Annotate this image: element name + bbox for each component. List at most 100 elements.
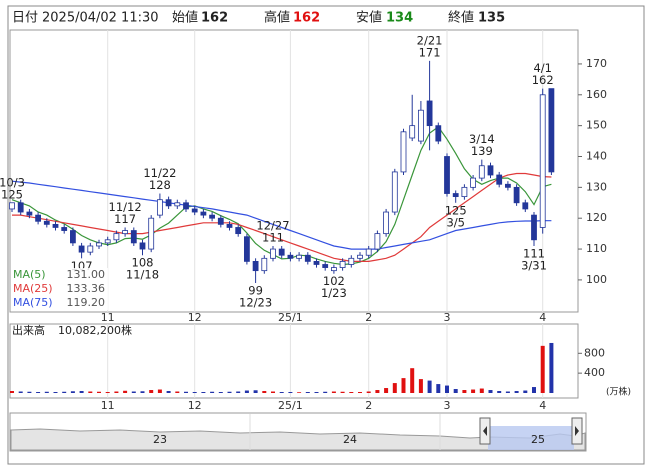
volume-bar	[88, 391, 93, 393]
candle-body	[61, 227, 68, 231]
annotation: 3/14	[469, 132, 495, 146]
y-tick-label: 130	[586, 180, 607, 193]
volume-bar	[149, 390, 154, 393]
candle-body	[513, 186, 520, 204]
candle-body	[426, 100, 433, 127]
volume-bar	[201, 392, 206, 393]
volume-bar	[340, 391, 345, 393]
handle-arrow	[575, 426, 579, 436]
volume-bar	[253, 390, 258, 393]
volume-bar	[384, 388, 389, 393]
navigator-label: 25	[531, 433, 545, 446]
candle-body	[504, 183, 511, 188]
navigator-label: 24	[343, 433, 357, 446]
volume-bar	[44, 391, 49, 393]
annotation: 162	[532, 73, 554, 87]
volume-bar	[314, 392, 319, 393]
candle-body	[70, 230, 76, 244]
candle-body	[304, 254, 311, 262]
candle-body	[531, 214, 537, 241]
annotation: 3/5	[446, 215, 465, 229]
annotation: 117	[114, 212, 136, 226]
candle-body	[322, 264, 329, 268]
y-tick-label: 140	[586, 149, 607, 162]
volume-bar	[471, 389, 476, 393]
legend-value: 119.20	[67, 296, 106, 309]
volume-bar	[192, 392, 197, 393]
volume-bar	[36, 392, 41, 393]
navigator-selection[interactable]	[488, 426, 574, 450]
annotation: 125	[445, 203, 467, 217]
volume-bar	[505, 391, 510, 393]
x-tick-label: 4	[539, 399, 546, 412]
annotation: 128	[149, 178, 171, 192]
volume-unit: (万株)	[606, 386, 631, 398]
volume-bar	[323, 391, 328, 393]
volume-bar	[366, 391, 371, 393]
ma-line	[11, 180, 552, 250]
candle-body	[435, 125, 442, 142]
x-tick-label: 25/1	[278, 399, 303, 412]
candle-body	[17, 202, 24, 213]
volume-bar	[410, 368, 415, 393]
candle-body	[78, 245, 85, 253]
candle-body	[130, 230, 137, 244]
volume-bar	[479, 388, 484, 393]
candle-body	[496, 174, 503, 185]
annotation: 12/27	[256, 218, 289, 232]
navigator-label: 23	[153, 433, 167, 446]
header-low-label: 安値	[356, 10, 382, 26]
volume-total: 10,082,200株	[58, 323, 132, 337]
volume-bar	[305, 392, 310, 393]
candle-body	[278, 248, 285, 256]
annotation: 139	[471, 144, 493, 158]
candle-body	[461, 186, 468, 198]
x-tick-label: 25/1	[278, 311, 303, 324]
volume-bar	[462, 390, 467, 393]
candle-body	[235, 227, 242, 235]
x-tick-label: 2	[365, 399, 372, 412]
volume-bar	[27, 391, 32, 393]
legend-name: MA(75)	[13, 296, 53, 309]
volume-bar	[262, 391, 267, 393]
legend-name: MA(5)	[13, 268, 46, 281]
annotation: 4/1	[533, 61, 552, 75]
volume-bar	[288, 392, 293, 393]
volume-label: 出来高	[12, 323, 45, 337]
candle-body	[209, 214, 216, 219]
volume-pane	[9, 323, 579, 399]
volume-bar	[488, 390, 493, 393]
volume-bar	[271, 391, 275, 393]
candle-body	[139, 242, 146, 250]
candle-body	[113, 233, 120, 241]
volume-bar	[453, 389, 458, 393]
candle-body	[9, 202, 15, 210]
y-tick-label: 120	[586, 211, 607, 224]
y-tick-label: 160	[586, 88, 607, 101]
ma-line	[11, 126, 552, 266]
candle-body	[200, 211, 207, 216]
candle-body	[52, 223, 59, 228]
candle-body	[330, 267, 337, 272]
volume-bar	[175, 391, 180, 393]
candle-body	[365, 248, 372, 256]
annotation: 171	[419, 45, 441, 59]
volume-bar	[218, 392, 223, 393]
candle-body	[217, 217, 224, 225]
candle-body	[452, 193, 459, 198]
x-tick-label: 3	[444, 399, 451, 412]
header-close-label: 終値	[448, 10, 474, 26]
annotation: 111	[262, 230, 284, 244]
candle-body	[470, 177, 477, 188]
volume-bar	[184, 391, 188, 393]
annotation: 12/23	[239, 295, 272, 309]
candle-body	[339, 261, 346, 268]
volume-bar	[349, 392, 354, 393]
volume-bar	[497, 391, 502, 393]
header-datetime: 2025/04/02 11:30	[42, 11, 159, 26]
volume-bar	[227, 391, 232, 393]
candle-body	[374, 233, 381, 250]
ma-legend-box	[11, 268, 108, 310]
volume-bar	[279, 392, 284, 393]
annotation: 102	[323, 274, 345, 288]
